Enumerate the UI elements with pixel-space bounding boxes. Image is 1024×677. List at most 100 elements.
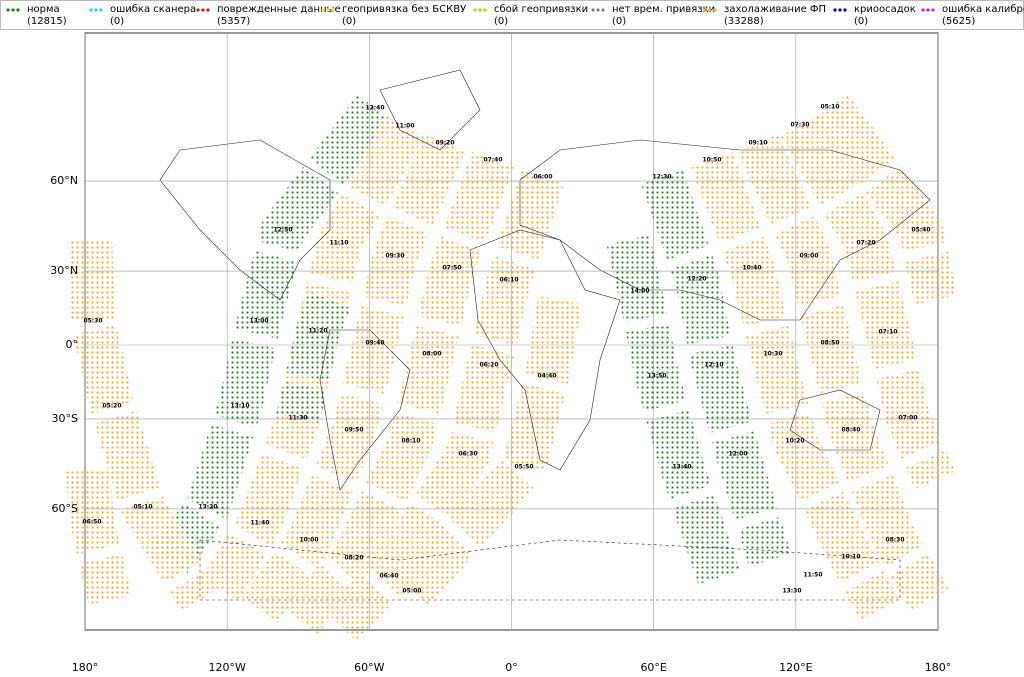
legend-marker	[483, 8, 487, 12]
legend-marker	[326, 8, 330, 12]
swath	[201, 115, 425, 602]
x-tick-label: 120°W	[208, 661, 245, 674]
legend-count: (5357)	[217, 16, 250, 27]
time-label: 06:20	[479, 362, 498, 369]
legend-count: (0)	[342, 16, 356, 27]
swath	[68, 239, 219, 612]
time-label: 07:10	[878, 329, 897, 336]
legend-marker	[89, 8, 93, 12]
time-label: 07:30	[790, 122, 809, 129]
x-tick-label: 120°E	[779, 661, 812, 674]
time-label: 08:40	[841, 427, 860, 434]
y-tick-label: 60°N	[50, 174, 78, 187]
legend-marker	[601, 8, 605, 12]
swath	[283, 152, 514, 635]
time-label: 09:30	[385, 253, 404, 260]
y-tick-label: 30°N	[50, 264, 78, 277]
legend-marker	[94, 8, 98, 12]
time-label: 07:50	[442, 265, 461, 272]
swath	[812, 93, 958, 305]
time-label: 07:20	[856, 240, 875, 247]
legend-marker	[931, 8, 935, 12]
legend-marker	[473, 8, 477, 12]
legend-marker	[196, 8, 200, 12]
time-label: 09:10	[748, 140, 767, 147]
swath	[606, 234, 741, 588]
legend-marker	[921, 8, 925, 12]
x-tick-label: 0°	[505, 661, 518, 674]
time-label: 13:30	[782, 588, 801, 595]
legend-marker	[843, 8, 847, 12]
legend-label: ошибка сканера	[110, 4, 196, 15]
legend-label: криоосадок	[854, 4, 916, 15]
legend-label: поврежденные данные	[217, 4, 341, 15]
swath	[737, 133, 950, 612]
time-label: 13:00	[249, 318, 268, 325]
time-label: 05:40	[911, 227, 930, 234]
time-label: 06:00	[533, 174, 552, 181]
time-label: 09:40	[365, 340, 384, 347]
time-label: 08:00	[422, 351, 441, 358]
time-label: 08:20	[344, 555, 363, 562]
legend-label: ошибка калибровки	[942, 4, 1024, 15]
legend-marker	[201, 8, 205, 12]
time-label: 06:10	[499, 277, 518, 284]
time-label: 05:10	[133, 504, 152, 511]
legend-marker	[703, 8, 707, 12]
time-label: 12:10	[704, 362, 723, 369]
legend-marker	[833, 8, 837, 12]
y-tick-label: 30°S	[52, 412, 78, 425]
swath	[641, 169, 792, 567]
legend-count: (33288)	[724, 16, 764, 27]
legend-marker	[591, 8, 595, 12]
y-tick-label: 60°S	[52, 502, 78, 515]
legend-marker	[926, 8, 930, 12]
y-tick-label: 0°	[66, 338, 79, 351]
legend-marker	[478, 8, 482, 12]
time-label: 11:40	[250, 520, 269, 527]
time-label: 05:20	[102, 403, 121, 410]
time-label: 04:40	[537, 373, 556, 380]
time-label: 12:20	[687, 276, 706, 283]
time-label: 05:30	[83, 318, 102, 325]
time-label: 12:30	[652, 174, 671, 181]
time-label: 11:50	[803, 572, 822, 579]
x-tick-label: 60°W	[354, 661, 384, 674]
legend-marker	[6, 8, 10, 12]
time-label: 10:10	[841, 554, 860, 561]
legend-count: (0)	[854, 16, 868, 27]
time-label: 06:50	[82, 519, 101, 526]
time-label: 12:50	[273, 227, 292, 234]
swath	[395, 296, 582, 606]
time-label: 11:10	[329, 240, 348, 247]
time-label: 09:00	[799, 253, 818, 260]
swath	[66, 468, 132, 605]
time-label: 12:00	[728, 451, 747, 458]
time-label: 08:10	[401, 438, 420, 445]
swaths	[66, 93, 958, 641]
legend-label: нет врем. привязки	[612, 4, 715, 15]
coastlines	[159, 69, 931, 601]
legend-label: норма	[27, 4, 60, 15]
time-label: 10:00	[299, 537, 318, 544]
time-label: 06:40	[379, 573, 398, 580]
legend-label: геопривязка без БСКВУ	[342, 4, 466, 15]
time-label: 11:00	[395, 123, 414, 130]
x-tick-label: 180°	[925, 661, 952, 674]
swath	[152, 94, 393, 573]
legend-marker	[713, 8, 717, 12]
swath	[780, 114, 956, 489]
time-label: 11:20	[308, 328, 327, 335]
swath	[324, 170, 564, 641]
time-label: 07:40	[483, 157, 502, 164]
time-label: 10:40	[742, 265, 761, 272]
legend-count: (0)	[494, 16, 508, 27]
time-label: 09:50	[344, 427, 363, 434]
legend-count: (0)	[110, 16, 124, 27]
legend-marker	[99, 8, 103, 12]
time-label: 13:50	[647, 373, 666, 380]
legend-label: сбой геопривязки	[494, 4, 588, 15]
time-label: 13:20	[198, 504, 217, 511]
time-label: 05:50	[514, 464, 533, 471]
time-label: 11:30	[288, 415, 307, 422]
